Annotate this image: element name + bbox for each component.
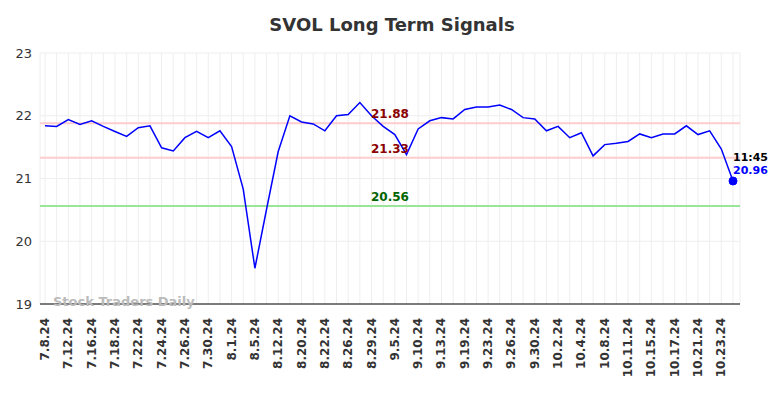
- svg-text:8.22.24: 8.22.24: [318, 318, 332, 369]
- svg-text:7.16.24: 7.16.24: [85, 318, 99, 369]
- svg-text:7.12.24: 7.12.24: [61, 318, 75, 369]
- svg-text:21.88: 21.88: [371, 107, 409, 121]
- svg-text:20.56: 20.56: [371, 190, 409, 204]
- svg-text:9.13.24: 9.13.24: [434, 318, 448, 369]
- svg-text:9.19.24: 9.19.24: [458, 318, 472, 369]
- svg-text:8.20.24: 8.20.24: [295, 318, 309, 369]
- svg-text:21.33: 21.33: [371, 142, 409, 156]
- svg-text:7.22.24: 7.22.24: [131, 318, 145, 369]
- html-text:SVOL Long Term Signals: SVOL Long Term Signals: [269, 14, 515, 35]
- svg-text:20: 20: [15, 234, 32, 249]
- svg-text:7.18.24: 7.18.24: [108, 318, 122, 369]
- svg-text:19: 19: [15, 297, 32, 312]
- svg-text:21: 21: [15, 171, 32, 186]
- svg-text:7.30.24: 7.30.24: [201, 318, 215, 369]
- svg-text:8.1.24: 8.1.24: [225, 318, 239, 361]
- svg-text:7.8.24: 7.8.24: [38, 318, 52, 361]
- svg-text:9.30.24: 9.30.24: [528, 318, 542, 369]
- svg-text:22: 22: [15, 108, 32, 123]
- svg-text:9.23.24: 9.23.24: [481, 318, 495, 369]
- svg-text:8.29.24: 8.29.24: [365, 318, 379, 369]
- svg-text:23: 23: [15, 46, 32, 61]
- svg-text:10.21.24: 10.21.24: [691, 318, 705, 377]
- svg-text:20.96: 20.96: [733, 164, 768, 177]
- svg-text:10.4.24: 10.4.24: [574, 318, 588, 369]
- svg-text:10.8.24: 10.8.24: [598, 318, 612, 369]
- svg-text:10.2.24: 10.2.24: [551, 318, 565, 369]
- svg-text:10.11.24: 10.11.24: [621, 318, 635, 377]
- svg-text:11:45: 11:45: [733, 151, 768, 164]
- svg-text:10.23.24: 10.23.24: [714, 318, 728, 377]
- svg-text:8.5.24: 8.5.24: [248, 318, 262, 361]
- svg-text:8.12.24: 8.12.24: [271, 318, 285, 369]
- svg-text:9.5.24: 9.5.24: [388, 318, 402, 361]
- svg-text:9.10.24: 9.10.24: [411, 318, 425, 369]
- svg-text:8.26.24: 8.26.24: [341, 318, 355, 369]
- html-text:Stock Traders Daily: Stock Traders Daily: [53, 294, 195, 309]
- svg-text:9.26.24: 9.26.24: [504, 318, 518, 369]
- svg-text:10.15.24: 10.15.24: [644, 318, 658, 377]
- svg-text:10.17.24: 10.17.24: [668, 318, 682, 377]
- svg-text:7.26.24: 7.26.24: [178, 318, 192, 369]
- svg-text:7.24.24: 7.24.24: [155, 318, 169, 369]
